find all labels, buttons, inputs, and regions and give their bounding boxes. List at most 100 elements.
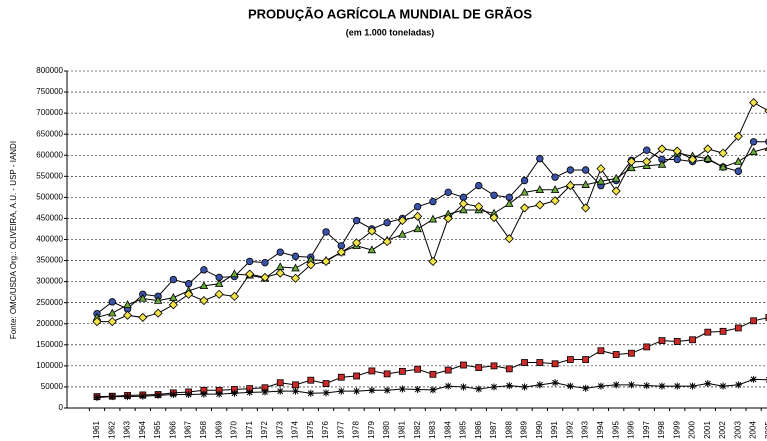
marker xyxy=(597,382,605,390)
marker xyxy=(519,203,530,213)
marker xyxy=(413,202,422,211)
marker xyxy=(352,238,362,248)
marker xyxy=(306,260,316,270)
marker xyxy=(658,337,666,345)
x-tick-label: 1974 xyxy=(291,421,300,439)
marker xyxy=(398,367,406,375)
marker xyxy=(245,269,255,279)
marker xyxy=(550,196,560,206)
marker xyxy=(292,381,299,389)
marker xyxy=(734,167,743,175)
marker xyxy=(535,185,545,193)
x-tick-label: 1995 xyxy=(611,421,620,439)
y-tick-label: 600000 xyxy=(36,150,63,159)
x-tick-label: 1984 xyxy=(443,421,452,439)
marker xyxy=(383,218,391,227)
marker xyxy=(336,247,346,257)
marker xyxy=(504,234,514,244)
marker xyxy=(719,382,727,390)
x-tick-label: 1988 xyxy=(504,421,513,439)
marker xyxy=(505,365,513,373)
x-tick-label: 1990 xyxy=(535,421,544,439)
x-tick-label: 2002 xyxy=(718,421,727,439)
x-tick-label: 1982 xyxy=(413,421,422,439)
marker xyxy=(153,295,163,304)
x-tick-label: 1999 xyxy=(672,421,681,439)
marker xyxy=(322,228,330,236)
x-tick-label: 1981 xyxy=(398,421,407,439)
marker xyxy=(275,268,285,278)
marker xyxy=(154,391,162,399)
x-tick-label: 1963 xyxy=(123,421,132,439)
x-tick-label: 1975 xyxy=(306,421,315,439)
marker xyxy=(734,156,743,165)
marker xyxy=(184,280,193,288)
marker xyxy=(261,388,269,396)
marker xyxy=(703,153,713,162)
marker xyxy=(750,317,758,325)
marker xyxy=(490,383,498,391)
marker xyxy=(475,385,483,393)
marker xyxy=(611,186,621,196)
marker xyxy=(260,272,270,282)
chart-title: PRODUÇÃO AGRÍCOLA MUNDIAL DE GRÃOS xyxy=(248,6,532,21)
marker xyxy=(551,173,559,181)
marker xyxy=(214,279,224,287)
x-tick-label: 1962 xyxy=(107,421,116,439)
marker xyxy=(153,308,163,318)
marker xyxy=(428,214,438,223)
x-tick-label: 1976 xyxy=(321,421,330,439)
x-tick-label: 1997 xyxy=(642,421,651,439)
marker xyxy=(689,382,697,390)
x-tick-label: 1996 xyxy=(627,421,636,439)
marker xyxy=(582,384,590,392)
y-tick-label: 550000 xyxy=(36,171,63,180)
marker xyxy=(597,347,605,355)
marker xyxy=(734,381,742,389)
marker xyxy=(626,157,637,167)
marker xyxy=(658,382,666,390)
marker xyxy=(322,380,330,387)
marker xyxy=(566,166,575,174)
y-tick-label: 300000 xyxy=(36,277,63,286)
y-tick-label: 150000 xyxy=(36,340,63,349)
marker xyxy=(536,154,544,163)
marker xyxy=(368,386,376,394)
marker xyxy=(764,108,767,114)
marker xyxy=(749,138,758,146)
marker xyxy=(413,211,423,221)
x-tick-label: 1978 xyxy=(352,421,361,439)
marker xyxy=(215,390,223,398)
marker xyxy=(383,370,391,378)
marker xyxy=(292,387,300,395)
x-tick-label: 2000 xyxy=(688,421,697,439)
marker xyxy=(596,176,606,185)
marker xyxy=(276,387,284,395)
x-tick-label: 2005 xyxy=(764,421,767,439)
x-tick-label: 1991 xyxy=(550,421,559,439)
marker xyxy=(565,181,575,191)
marker xyxy=(582,356,590,363)
marker xyxy=(444,382,452,390)
marker xyxy=(566,356,574,363)
marker xyxy=(749,147,758,156)
marker xyxy=(382,237,392,247)
marker xyxy=(337,373,345,381)
marker xyxy=(459,383,467,391)
marker xyxy=(673,382,681,390)
marker xyxy=(628,349,635,357)
marker xyxy=(551,379,559,387)
marker xyxy=(475,364,483,371)
marker xyxy=(368,367,376,375)
marker xyxy=(672,146,682,156)
marker xyxy=(108,393,116,401)
marker xyxy=(643,343,651,351)
marker xyxy=(429,370,437,378)
x-tick-label: 1971 xyxy=(245,421,254,439)
x-tick-label: 1972 xyxy=(260,421,269,439)
marker xyxy=(444,366,452,374)
marker xyxy=(687,154,698,165)
marker xyxy=(322,389,330,397)
marker xyxy=(581,166,590,174)
